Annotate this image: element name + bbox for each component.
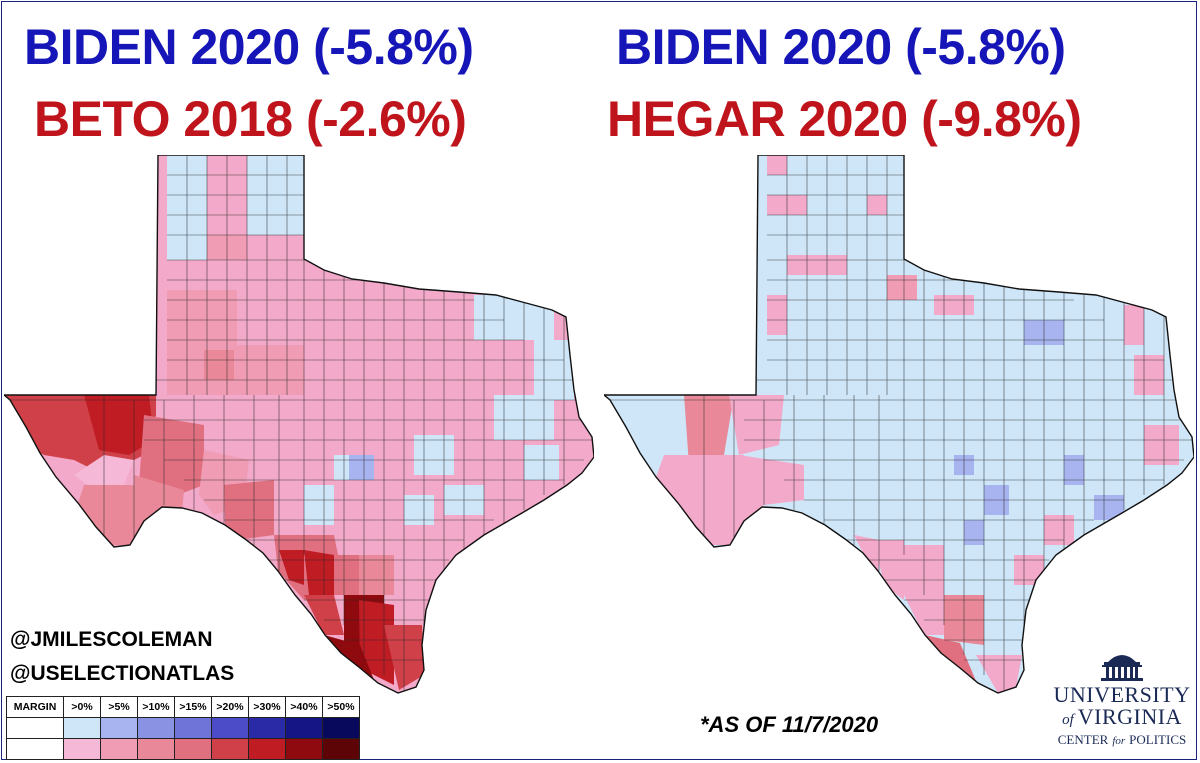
legend-bin-0: >0%: [63, 696, 101, 718]
rotunda-icon: [1101, 655, 1143, 681]
uva-center-for-politics-logo: UNIVERSITY of VIRGINIA CENTER for POLITI…: [1052, 648, 1192, 750]
legend-blue-swatch-6: [285, 717, 323, 739]
logo-center: CENTER: [1057, 732, 1109, 747]
legend-blue-swatch-2: [137, 717, 175, 739]
legend-red-swatch-5: [248, 738, 286, 760]
texas-map-biden-vs-hegar: [604, 155, 1194, 694]
right-title-line2: HEGAR 2020 (-9.8%): [607, 91, 1082, 147]
left-title-line2: BETO 2018 (-2.6%): [34, 91, 467, 147]
legend-bin-6: >40%: [285, 696, 323, 718]
right-title-line1: BIDEN 2020 (-5.8%): [616, 19, 1066, 75]
legend-blue-row: [6, 717, 360, 739]
legend-blue-swatch-7: [322, 717, 360, 739]
legend-red-swatch-0: [63, 738, 101, 760]
legend-red-row: [6, 738, 360, 760]
legend-red-swatch-4: [211, 738, 249, 760]
legend-bin-3: >15%: [174, 696, 212, 718]
logo-for: for: [1112, 735, 1126, 747]
legend-bin-2: >10%: [137, 696, 175, 718]
legend-blue-swatch-3: [174, 717, 212, 739]
legend-blue-swatch-4: [211, 717, 249, 739]
credit-handle-coleman: @JMILESCOLEMAN: [10, 628, 213, 651]
legend-red-swatch-2: [137, 738, 175, 760]
logo-of: of: [1062, 712, 1074, 728]
legend-blue-swatch-0: [63, 717, 101, 739]
left-title-line1: BIDEN 2020 (-5.8%): [24, 19, 474, 75]
legend-blue-swatch-1: [100, 717, 138, 739]
margin-legend: MARGIN >0% >5% >10% >15% >20% >30% >40% …: [6, 696, 360, 760]
legend-red-swatch-1: [100, 738, 138, 760]
legend-bin-5: >30%: [248, 696, 286, 718]
legend-red-swatch-6: [285, 738, 323, 760]
texas-map-biden-vs-beto: [4, 155, 594, 694]
credit-handle-electionatlas: @USELECTIONATLAS: [10, 662, 235, 685]
legend-red-swatch-3: [174, 738, 212, 760]
logo-university: UNIVERSITY: [1053, 682, 1191, 707]
legend-bin-1: >5%: [100, 696, 138, 718]
as-of-date-note: *AS OF 11/7/2020: [700, 712, 879, 737]
legend-label: MARGIN: [6, 696, 64, 718]
legend-bin-4: >20%: [211, 696, 249, 718]
logo-virginia: VIRGINIA: [1077, 704, 1182, 729]
legend-blue-swatch-5: [248, 717, 286, 739]
legend-red-swatch-7: [322, 738, 360, 760]
legend-bin-7: >50%: [322, 696, 360, 718]
logo-politics: POLITICS: [1129, 732, 1187, 747]
